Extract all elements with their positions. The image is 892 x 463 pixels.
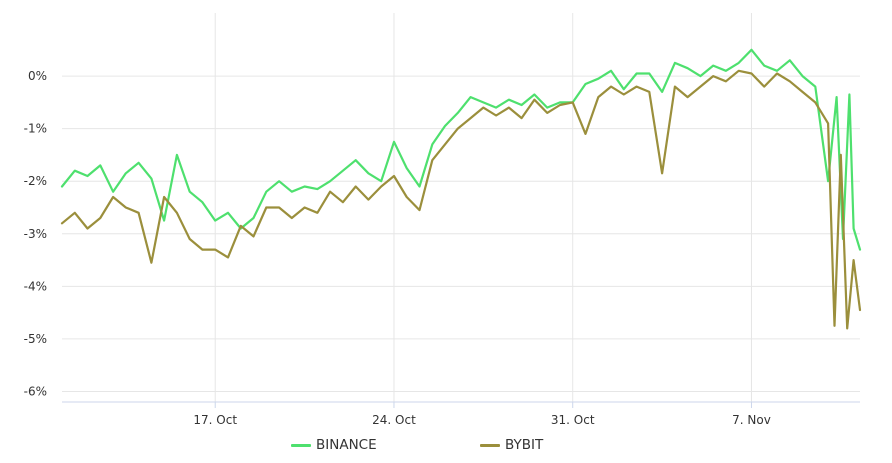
y-tick-label: -3% xyxy=(24,227,47,241)
legend-item-bybit[interactable]: BYBIT xyxy=(480,437,543,453)
series-line-bybit[interactable] xyxy=(60,69,862,330)
series-line-binance[interactable] xyxy=(60,48,862,251)
y-tick-label: 0% xyxy=(28,69,47,83)
legend-swatch-bybit xyxy=(480,443,500,447)
grid xyxy=(62,13,860,402)
y-tick-label: -6% xyxy=(24,384,47,398)
legend-item-binance[interactable]: BINANCE xyxy=(291,437,377,453)
legend-label-bybit: BYBIT xyxy=(505,437,544,453)
series-group xyxy=(60,48,862,330)
y-tick-label: -5% xyxy=(24,332,47,346)
x-tick-label: 24. Oct xyxy=(372,413,416,427)
x-tick-label: 17. Oct xyxy=(193,413,237,427)
legend-swatch-binance xyxy=(291,443,311,447)
y-tick-label: -2% xyxy=(24,174,47,188)
y-tick-label: -4% xyxy=(24,279,47,293)
line-chart: 0% -1% -2% -3% -4% -5% -6% 17. Oct 24. Oct 31. O… xyxy=(24,13,862,427)
x-tick-label: 31. Oct xyxy=(551,413,595,427)
y-tick-label: -1% xyxy=(24,122,47,136)
y-axis: 0% -1% -2% -3% -4% -5% -6% xyxy=(24,69,47,398)
legend-label-binance: BINANCE xyxy=(316,437,377,453)
legend: BINANCE BYBIT xyxy=(0,437,892,459)
x-tick-label: 7. Nov xyxy=(732,413,771,427)
x-axis: 17. Oct 24. Oct 31. Oct 7. Nov xyxy=(62,401,860,427)
